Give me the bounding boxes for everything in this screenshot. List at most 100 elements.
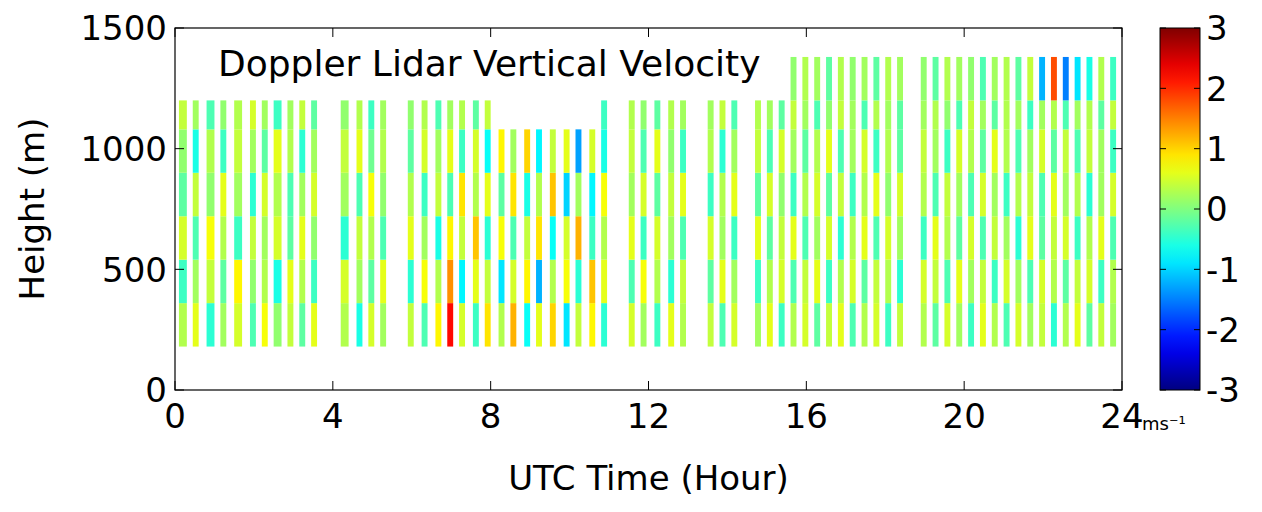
- cell: [862, 129, 868, 172]
- cell: [368, 173, 374, 216]
- cell: [1075, 100, 1081, 129]
- cell: [1075, 260, 1081, 303]
- cell: [380, 100, 386, 129]
- cell: [708, 100, 714, 129]
- cell: [668, 129, 674, 172]
- cell: [755, 260, 761, 303]
- cell: [968, 303, 974, 346]
- cell: [274, 173, 282, 216]
- x-tick-label: 8: [480, 396, 502, 436]
- y-tick: [1113, 28, 1122, 29]
- x-tick-label: 24: [1100, 396, 1143, 436]
- cell: [1063, 129, 1069, 172]
- cell: [368, 100, 374, 129]
- cell: [862, 57, 868, 100]
- cell: [274, 260, 282, 303]
- cell: [755, 173, 761, 216]
- cell: [731, 260, 737, 303]
- cell: [207, 100, 215, 129]
- cell: [992, 173, 998, 216]
- cell: [862, 216, 868, 259]
- colorbar-tick: [1194, 329, 1200, 330]
- cell: [550, 260, 556, 303]
- cell: [779, 129, 785, 172]
- cell: [1051, 57, 1057, 100]
- cell: [802, 173, 808, 216]
- cell: [980, 260, 986, 303]
- cell: [885, 100, 891, 129]
- x-axis-label: UTC Time (Hour): [508, 458, 789, 498]
- cell: [601, 100, 607, 129]
- colorbar-tick-label: -2: [1206, 310, 1240, 350]
- cell: [802, 100, 808, 129]
- x-tick: [332, 28, 333, 37]
- cell: [826, 260, 832, 303]
- cell: [459, 173, 465, 216]
- cell: [485, 129, 491, 172]
- cell: [287, 216, 293, 259]
- cell: [234, 100, 242, 129]
- cell: [641, 129, 647, 172]
- cell: [933, 216, 939, 259]
- cell: [767, 303, 773, 346]
- cell: [944, 57, 950, 100]
- cell: [873, 129, 879, 172]
- cell: [589, 129, 595, 172]
- cell: [435, 260, 441, 303]
- cell: [380, 216, 386, 259]
- cell: [601, 173, 607, 216]
- cell: [536, 303, 542, 346]
- cell: [1051, 129, 1057, 172]
- x-tick: [648, 381, 649, 390]
- cell: [708, 173, 714, 216]
- cell: [447, 216, 453, 259]
- cell: [447, 303, 453, 346]
- cell: [262, 303, 268, 346]
- cell: [629, 216, 635, 259]
- cell: [536, 173, 542, 216]
- cell: [720, 216, 726, 259]
- cells: [179, 57, 1116, 347]
- cell: [220, 129, 226, 172]
- y-tick: [1113, 390, 1122, 391]
- cell: [1027, 129, 1033, 172]
- cell: [862, 100, 868, 129]
- cell: [1098, 100, 1104, 129]
- cell: [680, 100, 686, 129]
- colorbar-tick-label: 3: [1206, 8, 1228, 48]
- cell: [862, 173, 868, 216]
- cell: [1075, 57, 1081, 100]
- cell: [680, 173, 686, 216]
- cell: [1015, 303, 1021, 346]
- cell: [274, 216, 282, 259]
- cell: [499, 303, 505, 346]
- cell: [299, 173, 305, 216]
- cell: [1004, 173, 1010, 216]
- x-tick: [1122, 28, 1123, 37]
- cell: [564, 129, 570, 172]
- cell: [629, 129, 635, 172]
- x-tick: [490, 28, 491, 37]
- cell: [311, 129, 317, 172]
- colorbar-tick: [1160, 28, 1166, 29]
- cell: [668, 173, 674, 216]
- cell: [380, 129, 386, 172]
- cell: [826, 216, 832, 259]
- cell: [862, 303, 868, 346]
- cell: [956, 173, 962, 216]
- cell: [1051, 260, 1057, 303]
- cell: [956, 216, 962, 259]
- cell: [1027, 216, 1033, 259]
- cell: [1051, 100, 1057, 129]
- cell: [767, 216, 773, 259]
- cell: [1015, 57, 1021, 100]
- x-tick: [648, 28, 649, 37]
- cell: [838, 260, 844, 303]
- cell: [838, 303, 844, 346]
- cell: [435, 303, 441, 346]
- cell: [262, 100, 268, 129]
- cell: [814, 216, 820, 259]
- cell: [341, 303, 349, 346]
- cell: [1063, 173, 1069, 216]
- cell: [629, 100, 635, 129]
